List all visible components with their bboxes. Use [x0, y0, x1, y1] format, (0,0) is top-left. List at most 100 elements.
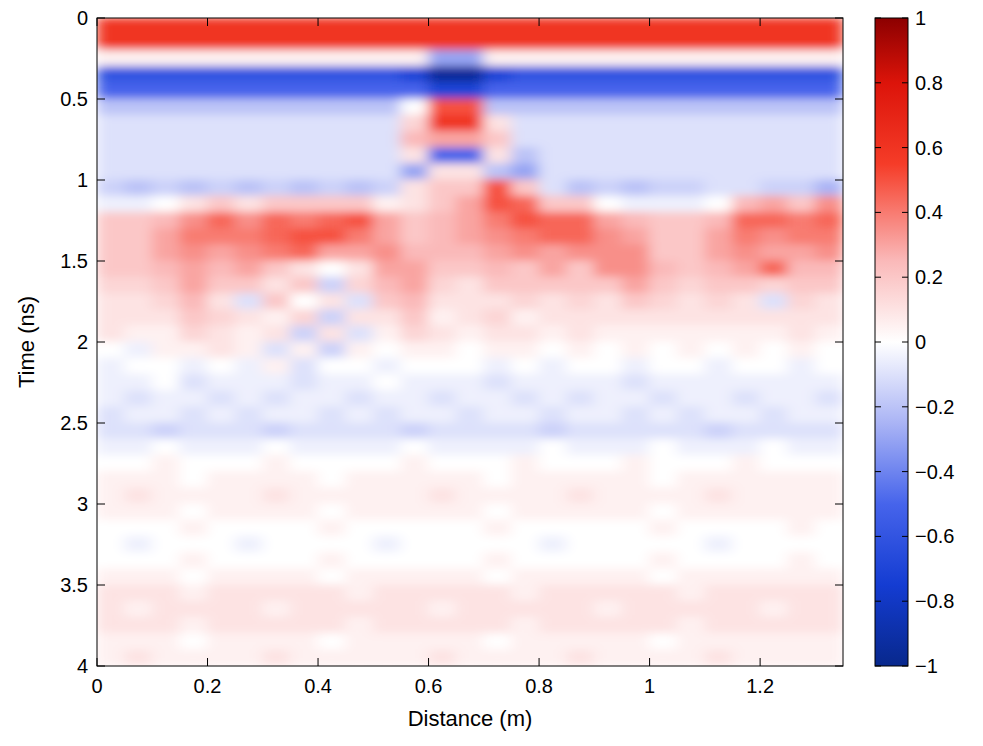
cell — [235, 99, 264, 116]
cell — [97, 131, 125, 148]
cell — [179, 180, 208, 197]
cell — [732, 50, 761, 67]
cell — [677, 601, 706, 618]
cell — [483, 374, 512, 391]
cell — [207, 390, 236, 407]
cell — [483, 439, 512, 456]
cell — [760, 617, 789, 634]
cell — [262, 180, 291, 197]
cell — [124, 520, 153, 537]
cell — [373, 325, 402, 342]
cell — [815, 147, 843, 164]
cell — [594, 131, 623, 148]
cell — [97, 147, 125, 164]
cell — [621, 342, 650, 359]
cell — [704, 601, 733, 618]
cell — [760, 374, 789, 391]
cell — [704, 180, 733, 197]
cell — [539, 374, 568, 391]
cell — [621, 293, 650, 310]
cell — [760, 309, 789, 326]
cell — [621, 325, 650, 342]
cell — [760, 180, 789, 197]
y-tick-label: 1.5 — [60, 250, 88, 272]
cell — [594, 228, 623, 245]
cell — [621, 649, 650, 666]
cell — [815, 649, 843, 666]
cell — [456, 536, 485, 553]
cell — [539, 50, 568, 67]
x-tick-top — [539, 18, 540, 26]
cell — [566, 406, 595, 423]
y-tick-label: 3.5 — [60, 574, 88, 596]
cell — [207, 504, 236, 521]
cell — [179, 617, 208, 634]
cell — [732, 99, 761, 116]
cell — [621, 196, 650, 213]
cell — [318, 147, 347, 164]
cell — [428, 212, 457, 229]
cell — [511, 568, 540, 585]
cell — [124, 536, 153, 553]
cell — [815, 439, 843, 456]
cell — [787, 309, 816, 326]
cell — [456, 325, 485, 342]
cell — [760, 325, 789, 342]
cell — [262, 536, 291, 553]
cell — [594, 293, 623, 310]
cell — [456, 374, 485, 391]
cell — [704, 455, 733, 472]
cell — [207, 520, 236, 537]
cell — [124, 390, 153, 407]
cell — [483, 82, 512, 99]
cell — [179, 487, 208, 504]
cell — [483, 390, 512, 407]
cell — [566, 520, 595, 537]
cell — [373, 212, 402, 229]
cell — [511, 228, 540, 245]
cell — [594, 212, 623, 229]
cell — [152, 147, 181, 164]
cell — [704, 50, 733, 67]
cell — [428, 471, 457, 488]
cell — [621, 147, 650, 164]
cell — [594, 163, 623, 180]
cell — [262, 66, 291, 83]
cell — [152, 536, 181, 553]
cell — [456, 568, 485, 585]
cell — [345, 325, 374, 342]
cell — [290, 277, 319, 294]
cell — [262, 34, 291, 51]
cell — [539, 228, 568, 245]
cell — [732, 180, 761, 197]
cell — [815, 228, 843, 245]
cell — [428, 536, 457, 553]
cell — [456, 244, 485, 261]
cell — [235, 277, 264, 294]
cell — [760, 520, 789, 537]
cell — [594, 423, 623, 440]
cell — [318, 633, 347, 650]
cell — [345, 131, 374, 148]
cell — [179, 423, 208, 440]
cell — [566, 228, 595, 245]
cell — [732, 520, 761, 537]
cell — [207, 325, 236, 342]
cell — [704, 196, 733, 213]
cell — [677, 568, 706, 585]
cell — [677, 180, 706, 197]
cell — [815, 536, 843, 553]
cell — [760, 649, 789, 666]
cell — [677, 244, 706, 261]
cell — [345, 163, 374, 180]
cell — [124, 568, 153, 585]
cell — [539, 180, 568, 197]
cell — [207, 82, 236, 99]
cell — [262, 261, 291, 278]
colorbar-tick-label: 1 — [915, 7, 926, 29]
cell — [345, 228, 374, 245]
cell — [649, 34, 678, 51]
cell — [152, 99, 181, 116]
cell — [373, 18, 402, 35]
cell — [511, 358, 540, 375]
